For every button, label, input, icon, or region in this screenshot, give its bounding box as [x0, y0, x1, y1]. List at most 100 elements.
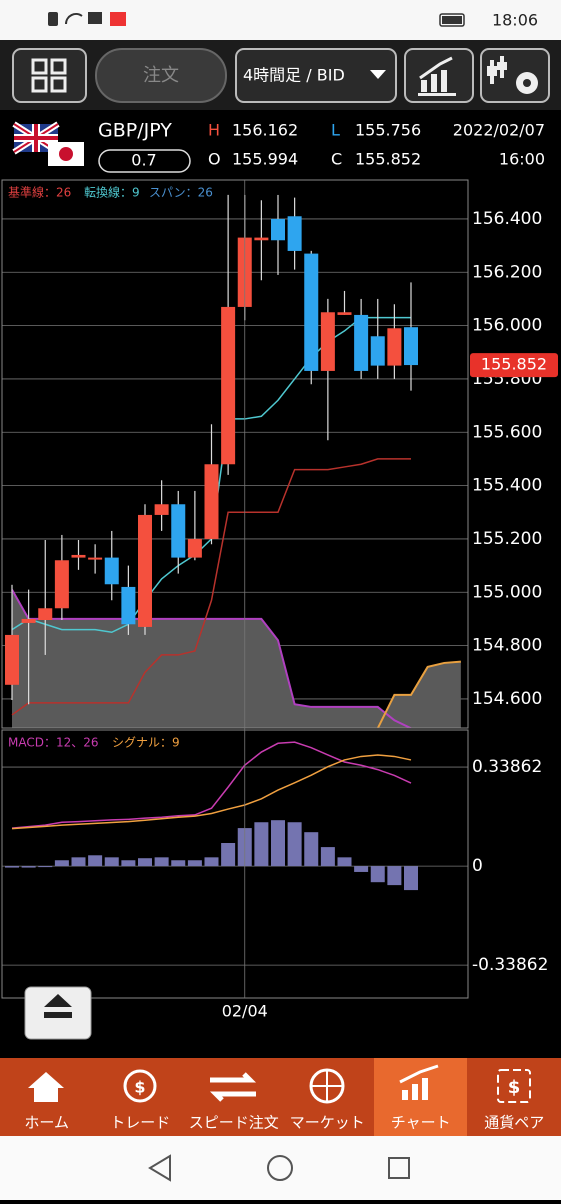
candle-body [121, 586, 136, 625]
candle-body [370, 336, 385, 366]
eject-icon [44, 994, 72, 1018]
candle-body [71, 554, 86, 558]
macd-frame [1, 729, 469, 999]
candle-body [187, 538, 202, 558]
histogram-bar [271, 820, 285, 867]
order-label: 注文 [143, 65, 179, 86]
high-label: H [208, 121, 220, 140]
legend-macd: MACD：12、26 [8, 736, 99, 750]
nav-label: ホーム [24, 1114, 69, 1132]
histogram-bar [254, 822, 269, 867]
histogram-bar [171, 860, 186, 867]
histogram-bar [71, 857, 86, 867]
macd-plot [2, 741, 468, 966]
y-tick-label: 156.400 [472, 209, 542, 229]
candle-body [88, 557, 103, 560]
candle-body [337, 312, 352, 315]
candle-body [387, 328, 402, 366]
legend-span: スパン：26 [149, 186, 213, 200]
cloud [12, 589, 411, 728]
y-tick-label: 156.000 [472, 316, 542, 336]
y-tick-label: 155.600 [472, 422, 542, 442]
order-button[interactable] [95, 48, 227, 103]
candle-body [5, 634, 19, 685]
macd-line [11, 754, 412, 830]
spread-pill [98, 149, 191, 173]
nav-label: 通貨ペア [484, 1114, 544, 1132]
back-button[interactable] [148, 1154, 171, 1182]
low: 155.756 [355, 121, 421, 140]
histogram-bar [54, 860, 69, 867]
spread: 0.7 [131, 151, 156, 170]
histogram-bar [320, 847, 335, 867]
candle-body [138, 514, 152, 627]
histogram-bar [387, 866, 402, 886]
close-label: C [331, 150, 342, 169]
candle-body [104, 557, 119, 585]
histogram-bar [154, 857, 169, 867]
histogram-bar [221, 843, 236, 867]
y-tick-label: 154.800 [472, 636, 542, 656]
macd-line [11, 741, 412, 829]
histogram-bar [21, 866, 36, 868]
candle-body [171, 504, 186, 558]
timeframe-label: 4時間足 / BID [243, 66, 345, 85]
clock: 18:06 [492, 11, 538, 30]
candle-body [287, 216, 302, 251]
span-line [376, 660, 461, 728]
settings-icon [487, 56, 538, 94]
histogram-bar [38, 866, 53, 868]
histogram-bar [5, 866, 19, 868]
candle-body [54, 560, 69, 609]
histogram-bar [404, 866, 418, 891]
nav-label: マーケット [290, 1114, 365, 1132]
legend-tenkan: 転換線：9 [84, 185, 140, 200]
y-tick-label: 0.33862 [472, 757, 542, 777]
recent-button[interactable] [388, 1157, 410, 1179]
x-tick-label: 02/04 [222, 1002, 268, 1021]
high: 156.162 [232, 121, 298, 140]
histogram-bar [88, 855, 103, 867]
nav-label: スピード注文 [189, 1114, 279, 1132]
y-tick-label: 155.400 [472, 476, 542, 496]
dropdown-arrow [370, 70, 386, 79]
system-nav [0, 1136, 561, 1200]
price-plot [2, 194, 468, 728]
histogram-bar [104, 857, 119, 867]
legend-kijun: 基準線：26 [8, 185, 71, 200]
low-label: L [331, 121, 340, 140]
open-label: O [208, 150, 221, 169]
svg-text:$: $ [134, 1078, 145, 1097]
y-tick-label: 154.600 [472, 689, 542, 709]
y-tick-label: 155.000 [472, 582, 542, 602]
candle-body [21, 618, 36, 623]
menu-button[interactable] [12, 48, 87, 103]
candle-body [354, 314, 369, 371]
status-icons [48, 12, 465, 27]
histogram-bar [287, 822, 302, 867]
y-tick-label: -0.33862 [472, 955, 548, 975]
svg-text:$: $ [508, 1077, 521, 1098]
home-button[interactable] [267, 1155, 293, 1181]
nav-icons: $ $ [28, 1064, 531, 1104]
candle-body [254, 237, 269, 241]
chart-icon [418, 56, 456, 96]
candle-body [320, 312, 335, 371]
time: 16:00 [499, 150, 545, 169]
price-tag-label: 155.852 [481, 355, 547, 374]
status-bar [0, 0, 561, 40]
grid-icon [31, 58, 67, 93]
candle-body [154, 504, 169, 515]
histogram-bar [354, 866, 369, 872]
histogram-bar [204, 857, 219, 867]
legend-signal: シグナル：9 [112, 736, 180, 750]
open: 155.994 [232, 150, 298, 169]
y-tick-label: 155.200 [472, 529, 542, 549]
histogram-bar [138, 858, 152, 867]
timeframe-button[interactable] [235, 48, 397, 103]
span-line [11, 589, 412, 728]
flag-jp [48, 142, 84, 166]
nav-label: チャート [391, 1114, 451, 1132]
close: 155.852 [355, 150, 421, 169]
